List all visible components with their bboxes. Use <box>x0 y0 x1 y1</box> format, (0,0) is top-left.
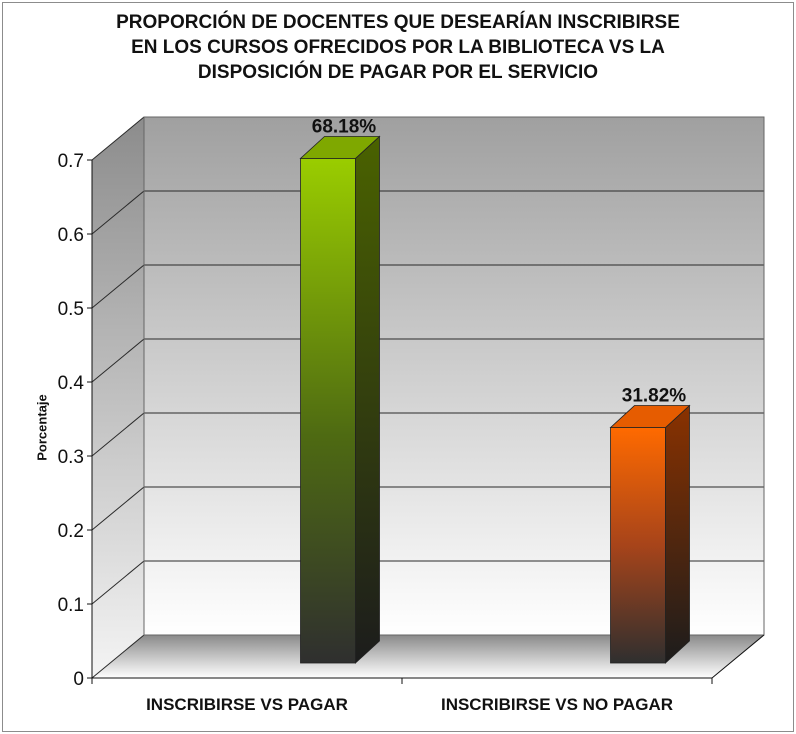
y-tick-label: 0.3 <box>58 447 84 468</box>
bar-side-1 <box>355 135 380 664</box>
y-tick-label: 0.7 <box>58 151 84 172</box>
chart-title-line-2: EN LOS CURSOS OFRECIDOS POR LA BIBLIOTEC… <box>131 37 665 58</box>
data-label-2: 31.82% <box>622 386 687 407</box>
y-tick-label: 0.6 <box>58 225 84 246</box>
bar-front-2 <box>610 427 666 664</box>
y-tick-label: 0 <box>73 669 84 690</box>
side-wall <box>92 117 144 678</box>
bar-top-1 <box>299 136 381 159</box>
y-tick-label: 0.4 <box>58 373 85 394</box>
chart-title-line-3: DISPOSICIÓN DE PAGAR POR EL SERVICIO <box>197 62 599 83</box>
y-tick-label: 0.2 <box>58 521 84 542</box>
bar-side-2 <box>665 404 690 664</box>
x-category-label-1: INSCRIBIRSE VS PAGAR <box>146 695 348 714</box>
bar-front-1 <box>300 158 356 664</box>
x-category-label-2: INSCRIBIRSE VS NO PAGAR <box>441 695 673 714</box>
y-tick-label: 0.1 <box>58 595 84 616</box>
y-tick-label: 0.5 <box>58 299 84 320</box>
bar-top-2 <box>609 405 691 428</box>
chart-title: PROPORCIÓN DE DOCENTES QUE DESEARÍAN INS… <box>40 10 756 85</box>
data-label-1: 68.18% <box>312 116 377 137</box>
floor-edge <box>711 634 765 679</box>
floor <box>92 635 764 678</box>
back-wall-outline <box>143 116 765 636</box>
chart-title-line-1: PROPORCIÓN DE DOCENTES QUE DESEARÍAN INS… <box>116 12 680 33</box>
